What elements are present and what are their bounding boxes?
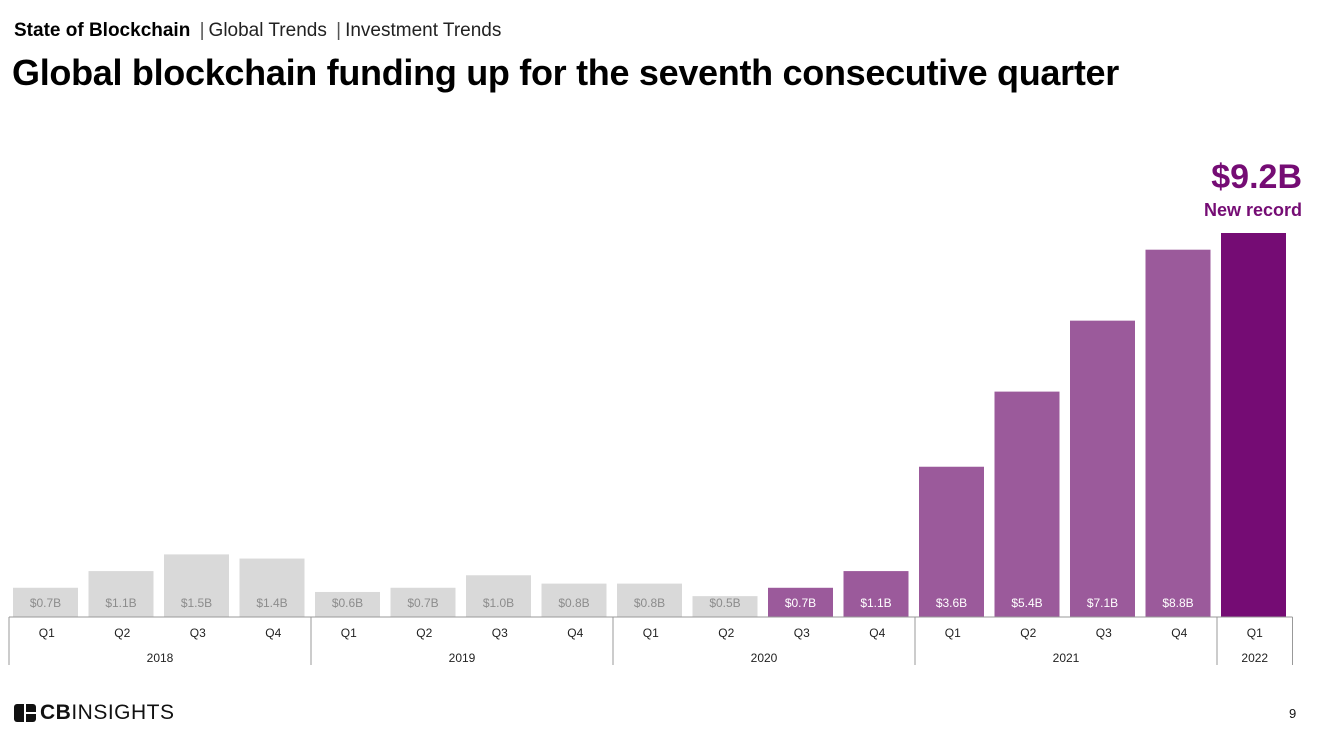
bar [466,575,531,617]
breadcrumb-section: State of Blockchain [14,20,191,41]
bar-value-label: $0.7B [30,596,61,610]
x-tick-label: Q3 [190,626,206,640]
breadcrumb-separator: | [336,20,342,41]
bar-value-label: $0.7B [407,596,438,610]
bar [88,571,154,617]
bar-value-label: $1.1B [860,596,891,610]
breadcrumb-investment-trends: Investment Trends [345,20,502,41]
bar [541,583,607,617]
x-tick-label: Q2 [114,626,130,640]
bar-value-label: $0.6B [332,596,363,610]
bar [13,587,78,617]
x-tick-label: Q2 [1020,626,1036,640]
x-tick-label: Q4 [869,626,885,640]
bar-value-label: $1.5B [181,596,212,610]
bar-value-label: $1.1B [105,596,136,610]
bar [617,583,682,617]
breadcrumb-global-trends: Global Trends [208,20,327,41]
year-label: 2022 [1241,651,1268,665]
x-tick-label: Q1 [945,626,961,640]
x-tick-label: Q1 [39,626,55,640]
x-tick-label: Q4 [265,626,281,640]
x-tick-label: Q1 [1247,626,1263,640]
cb-insights-logo-icon [14,704,36,722]
page-number: 9 [1289,706,1297,721]
x-tick-label: Q1 [643,626,659,640]
bar-value-label: $1.4B [256,596,287,610]
bar-value-label: $3.6B [936,596,967,610]
bar [239,558,305,617]
year-label: 2018 [147,651,174,665]
logo-text-cb: CB [40,701,72,724]
bar [768,587,833,617]
bar-value-label: $5.4B [1011,596,1042,610]
bar-value-label: $0.8B [634,596,665,610]
bar [1221,233,1286,617]
bar-value-label: $7.1B [1087,596,1118,610]
x-tick-label: Q2 [416,626,432,640]
x-tick-label: Q3 [1096,626,1112,640]
record-annotation: New record [1204,200,1302,220]
bar [994,391,1060,617]
bar [164,554,229,617]
breadcrumb: State of Blockchain | Global Trends | Inve… [14,20,501,42]
year-label: 2020 [751,651,778,665]
x-tick-label: Q3 [492,626,508,640]
page-title: Global blockchain funding up for the sev… [12,52,1119,93]
breadcrumb-separator: | [199,20,205,41]
x-tick-label: Q1 [341,626,357,640]
bar [692,596,758,617]
bar [390,587,456,617]
bar [1070,320,1135,617]
bar-value-label: $0.8B [558,596,589,610]
bar [315,591,380,617]
x-tick-label: Q2 [718,626,734,640]
cb-insights-logo: CBINSIGHTS [14,701,175,725]
bar-value-label: $1.0B [483,596,514,610]
logo-text-insights: INSIGHTS [71,701,175,724]
x-tick-label: Q4 [1171,626,1187,640]
bar-value-label: $0.7B [785,596,816,610]
record-value-label: $9.2B [1211,158,1302,196]
x-tick-label: Q4 [567,626,583,640]
bar [919,466,984,617]
bar-value-label: $0.5B [709,596,740,610]
year-label: 2019 [449,651,476,665]
bar-value-label: $8.8B [1162,596,1193,610]
bar [1145,249,1211,617]
bar [843,571,909,617]
year-label: 2021 [1053,651,1080,665]
x-tick-label: Q3 [794,626,810,640]
